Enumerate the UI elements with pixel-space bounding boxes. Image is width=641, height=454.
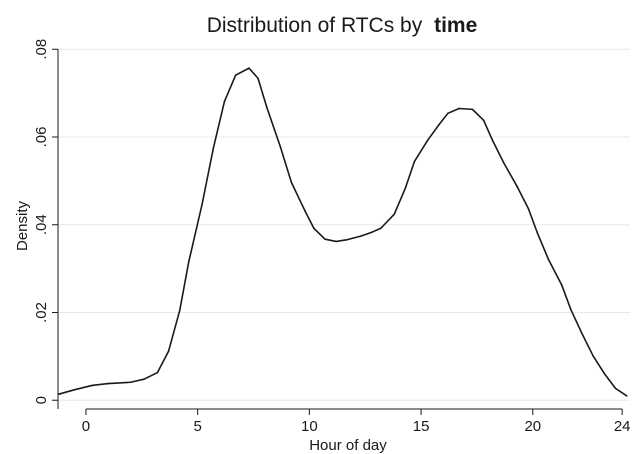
chart-title-main: Distribution of RTCs by (207, 14, 423, 37)
y-tick-label: .08 (33, 39, 50, 60)
density-point (502, 162, 505, 164)
axes (57, 49, 623, 410)
x-axis-label: Hour of day (309, 437, 387, 454)
density-point (359, 235, 362, 237)
gridlines (58, 48, 630, 401)
density-point (413, 160, 416, 163)
density-point (91, 384, 94, 387)
density-point (614, 387, 617, 390)
density-point (212, 147, 215, 150)
density-point (304, 209, 306, 212)
density-point (73, 388, 76, 391)
density-point (234, 74, 237, 76)
density-point (187, 261, 190, 263)
density-point (156, 371, 159, 374)
density-point (248, 67, 250, 69)
density-point (107, 382, 110, 385)
density-point (335, 240, 337, 243)
density-point (324, 238, 326, 241)
density-point (393, 213, 396, 216)
x-tick-label: 20 (524, 418, 541, 435)
density-point (482, 119, 485, 122)
y-tick-label: 0 (33, 396, 50, 404)
density-point (516, 185, 518, 188)
density-point (404, 187, 407, 189)
density-point (471, 108, 474, 111)
density-point (266, 106, 268, 109)
density-point (625, 395, 628, 397)
y-tick-label: .06 (33, 127, 50, 148)
density-point (592, 355, 594, 357)
density-point (167, 350, 170, 352)
density-point (313, 227, 315, 230)
density-point (290, 181, 293, 184)
density-point (143, 378, 145, 380)
x-tick-label: 15 (413, 418, 430, 435)
density-point (527, 207, 530, 210)
density-point (380, 227, 382, 230)
chart-title-emphasis: time (434, 14, 477, 37)
density-point (547, 258, 550, 261)
y-tick-label: .02 (33, 302, 50, 323)
x-tick-label: 0 (82, 418, 90, 435)
density-point (491, 139, 494, 142)
density-point (447, 112, 449, 115)
density-point (581, 332, 583, 335)
density-point (458, 107, 460, 110)
density-point (561, 284, 563, 287)
density-point (201, 203, 203, 205)
x-tick-label: 5 (193, 418, 201, 435)
density-point (129, 381, 132, 384)
density-point (223, 100, 226, 103)
density-point (536, 231, 539, 234)
x-tick-label: 24 (614, 418, 631, 435)
y-axis-label: Density (14, 200, 31, 251)
density-point (58, 393, 60, 395)
density-point (346, 238, 349, 241)
density-point (426, 139, 429, 141)
density-point (257, 77, 259, 80)
density-point (178, 309, 181, 312)
density-point (371, 231, 373, 233)
density-point (603, 372, 606, 375)
tick-marks: 0 .02 .04 .06 .08 0 5 10 15 20 24 (33, 39, 631, 435)
density-line (58, 67, 628, 397)
density-point (438, 123, 440, 126)
density-point (279, 145, 282, 148)
series-layer (58, 67, 628, 397)
x-tick-label: 10 (301, 418, 318, 435)
chart-title: Distribution of RTCs by time (207, 14, 478, 37)
y-tick-label: .04 (33, 214, 50, 235)
density-point (569, 308, 572, 311)
